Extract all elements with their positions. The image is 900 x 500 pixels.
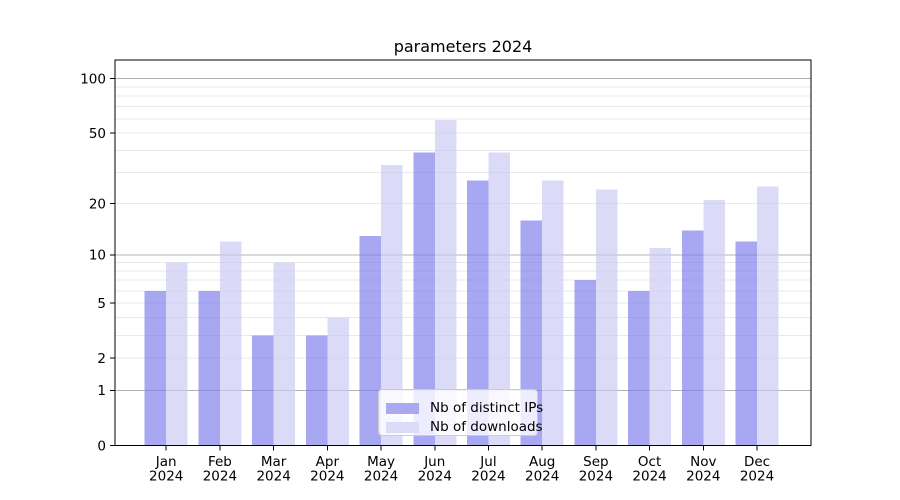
bar-distinct-ips-nov bbox=[681, 230, 704, 446]
x-tick-label-mar: Mar 2024 bbox=[256, 454, 290, 485]
bar-downloads-may bbox=[381, 165, 403, 446]
bar-downloads-jan bbox=[166, 262, 188, 446]
x-tick-label-may: May 2024 bbox=[364, 454, 398, 485]
x-tick-label-jun: Jun 2024 bbox=[418, 454, 452, 485]
y-tick-label-2: 2 bbox=[97, 351, 106, 367]
bar-downloads-sep bbox=[595, 189, 618, 446]
plot-border bbox=[114, 59, 812, 446]
legend: Nb of distinct IPs Nb of downloads bbox=[378, 389, 543, 436]
bar-distinct-ips-feb bbox=[198, 290, 220, 446]
bar-distinct-ips-jan bbox=[144, 290, 167, 446]
y-tick-label-20: 20 bbox=[89, 196, 106, 212]
bar-distinct-ips-dec bbox=[735, 241, 758, 446]
x-tick-label-nov: Nov 2024 bbox=[686, 454, 720, 485]
y-tick-label-5: 5 bbox=[97, 296, 106, 312]
x-tick-label-jul: Jul 2024 bbox=[471, 454, 505, 485]
legend-label-distinct-ips: Nb of distinct IPs bbox=[430, 400, 544, 416]
x-tick-label-sep: Sep 2024 bbox=[579, 454, 613, 485]
y-tick-label-50: 50 bbox=[89, 126, 106, 142]
x-tick-label-aug: Aug 2024 bbox=[525, 454, 559, 485]
bar-downloads-aug bbox=[542, 180, 564, 446]
bar-distinct-ips-sep bbox=[574, 280, 596, 446]
bar-distinct-ips-may bbox=[359, 235, 382, 446]
legend-swatch-downloads bbox=[386, 421, 419, 433]
y-tick-label-100: 100 bbox=[80, 72, 106, 88]
bar-downloads-feb bbox=[219, 241, 242, 446]
bar-downloads-apr bbox=[327, 317, 349, 446]
x-tick-label-jan: Jan 2024 bbox=[149, 454, 183, 485]
legend-swatch-distinct-ips bbox=[386, 402, 419, 414]
bar-downloads-nov bbox=[703, 199, 725, 446]
bar-downloads-jul bbox=[488, 152, 510, 446]
bar-downloads-jun bbox=[434, 120, 457, 446]
bar-distinct-ips-jun bbox=[413, 152, 435, 446]
legend-item-downloads: Nb of downloads bbox=[386, 419, 543, 435]
y-tick-label-1: 1 bbox=[97, 383, 106, 399]
chart-title: parameters 2024 bbox=[394, 37, 533, 56]
x-tick-label-feb: Feb 2024 bbox=[203, 454, 237, 485]
legend-item-distinct-ips: Nb of distinct IPs bbox=[386, 400, 544, 416]
bar-distinct-ips-oct bbox=[628, 290, 650, 446]
x-tick-label-oct: Oct 2024 bbox=[632, 454, 666, 485]
bar-downloads-dec bbox=[757, 186, 779, 446]
x-tick-label-dec: Dec 2024 bbox=[740, 454, 774, 485]
bars bbox=[144, 120, 779, 446]
bar-distinct-ips-mar bbox=[252, 335, 274, 446]
bar-distinct-ips-jul bbox=[466, 180, 489, 446]
bar-distinct-ips-apr bbox=[305, 335, 328, 446]
bar-downloads-oct bbox=[649, 248, 672, 446]
bar-downloads-mar bbox=[273, 262, 296, 446]
x-tick-label-apr: Apr 2024 bbox=[310, 454, 344, 485]
y-tick-label-10: 10 bbox=[89, 248, 106, 264]
y-tick-label-0: 0 bbox=[97, 438, 106, 454]
legend-label-downloads: Nb of downloads bbox=[430, 419, 543, 435]
